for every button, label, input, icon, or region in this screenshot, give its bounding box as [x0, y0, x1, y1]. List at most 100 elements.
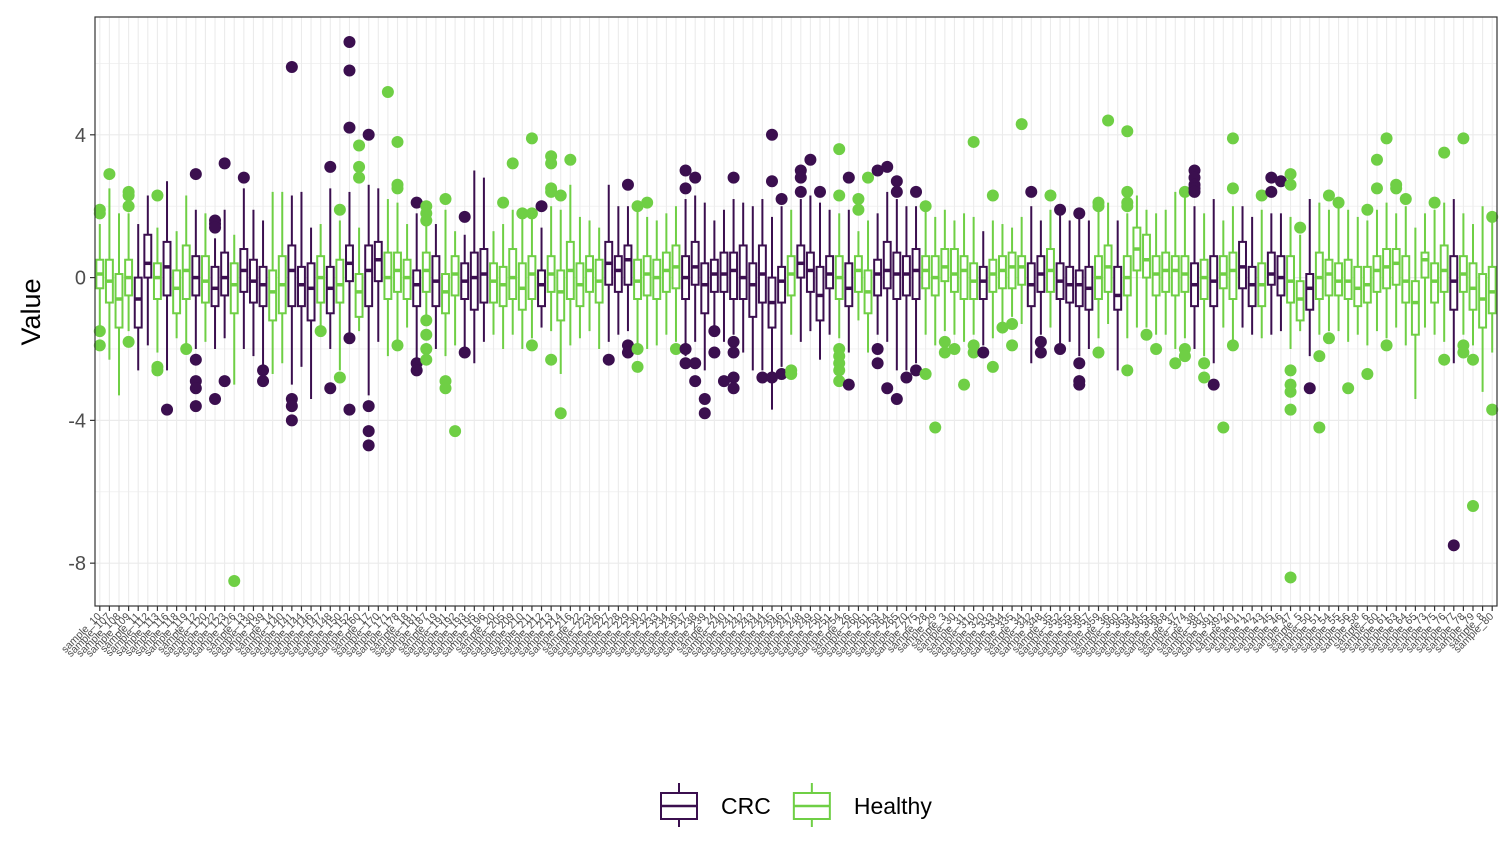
box-sample_360 — [1113, 220, 1123, 371]
outlier-point — [1265, 185, 1278, 198]
outlier-point — [1226, 182, 1239, 195]
box-iqr — [1142, 233, 1151, 279]
box-sample_119 — [180, 195, 193, 355]
box-sample_78 — [1457, 132, 1470, 359]
box-iqr — [1487, 265, 1497, 315]
outlier-point — [919, 367, 932, 380]
outlier-point — [1188, 185, 1201, 198]
box-sample_63 — [1390, 178, 1403, 328]
outlier-point — [679, 164, 692, 177]
box-sample_122 — [209, 214, 222, 405]
box-sample_387 — [1198, 213, 1211, 384]
box-sample_251 — [825, 209, 835, 335]
box-sample_212 — [535, 200, 548, 328]
outlier-point — [842, 378, 855, 391]
box-iqr — [873, 258, 883, 297]
outlier-point — [1226, 339, 1239, 352]
outlier-point — [919, 200, 932, 213]
outlier-point — [1054, 342, 1067, 355]
box-sample_54 — [1322, 189, 1335, 345]
box-sample_356 — [1073, 207, 1086, 391]
outlier-point — [1073, 378, 1086, 391]
box-sample_55 — [1332, 196, 1345, 332]
outlier-point — [1034, 346, 1047, 359]
box-iqr — [815, 265, 825, 322]
box-sample_187 — [420, 200, 433, 366]
outlier-point — [986, 360, 999, 373]
box-iqr — [1103, 244, 1113, 293]
outlier-point — [1198, 357, 1211, 370]
box-series — [93, 35, 1499, 588]
box-iqr — [1353, 265, 1363, 308]
legend-item-crc: CRC — [660, 783, 771, 827]
box-sample_238 — [689, 171, 702, 388]
box-iqr — [796, 244, 806, 279]
legend-label: Healthy — [854, 793, 932, 819]
outlier-point — [209, 221, 222, 234]
outlier-point — [727, 346, 740, 359]
box-sample_29 — [929, 216, 942, 434]
box-sample_205 — [497, 196, 510, 349]
outlier-point — [420, 214, 433, 227]
box-sample_355 — [1065, 220, 1075, 342]
box-sample_40 — [1226, 132, 1239, 352]
box-sample_126 — [228, 234, 241, 588]
box-iqr — [268, 269, 278, 322]
box-sample_107 — [103, 168, 116, 360]
outlier-point — [641, 196, 654, 209]
outlier-point — [1006, 339, 1019, 352]
box-sample_73 — [1420, 213, 1430, 328]
outlier-point — [285, 400, 298, 413]
outlier-point — [727, 171, 740, 184]
outlier-point — [833, 143, 846, 156]
outlier-point — [804, 153, 817, 166]
box-sample_181 — [410, 196, 423, 377]
box-sample_374 — [1178, 185, 1191, 363]
outlier-point — [554, 189, 567, 202]
box-sample_363 — [1121, 125, 1134, 377]
box-iqr — [652, 258, 662, 301]
outlier-point — [343, 403, 356, 416]
outlier-point — [420, 314, 433, 327]
box-iqr — [1314, 251, 1324, 301]
box-sample_359 — [1092, 196, 1105, 359]
box-iqr — [1439, 244, 1449, 293]
outlier-point — [1447, 539, 1460, 552]
outlier-point — [775, 193, 788, 206]
outlier-point — [900, 371, 913, 384]
box-sample_79 — [1466, 224, 1479, 513]
outlier-point — [122, 335, 135, 348]
outlier-point — [842, 171, 855, 184]
box-iqr — [508, 248, 518, 301]
outlier-point — [1438, 146, 1451, 159]
box-iqr — [114, 273, 124, 329]
box-sample_13 — [237, 171, 250, 349]
box-sample_335 — [1006, 227, 1019, 352]
outlier-point — [1457, 132, 1470, 145]
outlier-point — [93, 207, 106, 220]
outlier-point — [631, 200, 644, 213]
box-sample_3 — [938, 209, 951, 359]
box-iqr — [143, 233, 153, 279]
outlier-point — [1361, 203, 1374, 216]
box-sample_76 — [1438, 146, 1451, 366]
box-sample_227 — [602, 184, 615, 366]
outlier-point — [1332, 196, 1345, 209]
box-sample_265 — [890, 175, 903, 405]
box-sample_368 — [1161, 209, 1171, 335]
outlier-point — [1486, 403, 1499, 416]
box-sample_140 — [277, 191, 287, 364]
box-iqr — [354, 273, 364, 318]
outlier-point — [871, 342, 884, 355]
box-sample_242 — [738, 202, 748, 353]
x-axis-ticks: sample_10sample_107sample_108sample_109s… — [59, 606, 1496, 660]
box-sample_61 — [1380, 132, 1393, 352]
box-iqr — [1238, 240, 1247, 290]
box-iqr — [930, 255, 940, 297]
box-sample_233 — [652, 220, 662, 346]
box-iqr — [661, 251, 671, 293]
box-iqr — [1305, 273, 1315, 311]
outlier-point — [209, 392, 222, 405]
box-iqr — [805, 251, 815, 293]
outlier-point — [1284, 364, 1297, 377]
